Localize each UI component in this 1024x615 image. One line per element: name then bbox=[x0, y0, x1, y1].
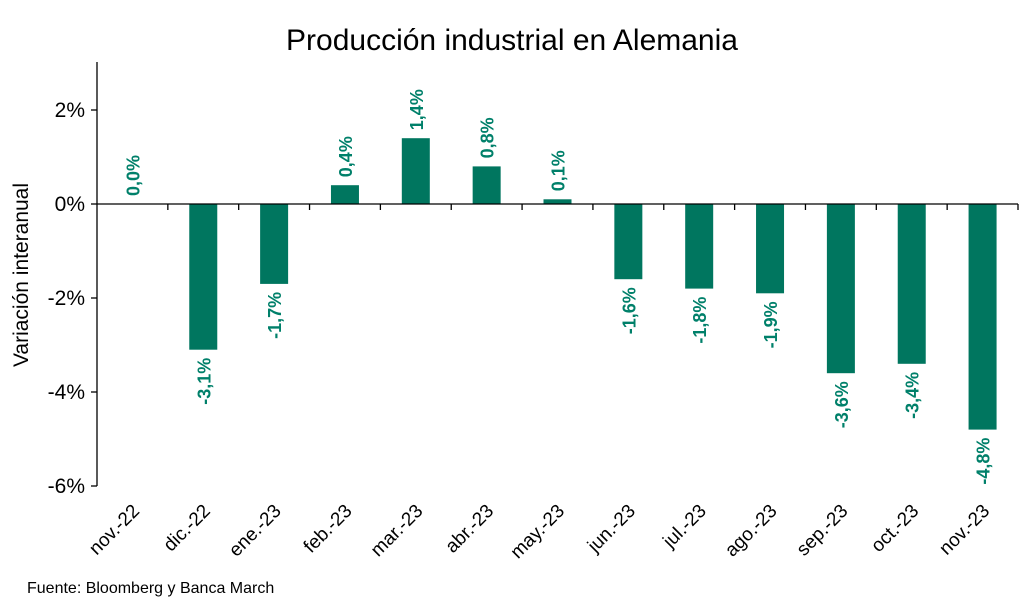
bar-jun.-23 bbox=[614, 204, 643, 280]
x-tick-label: dic.-22 bbox=[160, 501, 215, 556]
data-label: 0,1% bbox=[549, 150, 569, 191]
data-label: -4,8% bbox=[974, 438, 994, 485]
data-label: -1,9% bbox=[761, 301, 781, 348]
bar-may.-23 bbox=[543, 199, 572, 204]
bar-oct.-23 bbox=[897, 204, 926, 364]
data-label: 0,8% bbox=[478, 117, 498, 158]
bar-jul.-23 bbox=[685, 204, 714, 289]
data-label: -3,1% bbox=[194, 358, 214, 405]
bar-nov.-23 bbox=[968, 204, 997, 430]
data-label: 1,4% bbox=[407, 89, 427, 130]
data-label: 0,4% bbox=[336, 136, 356, 177]
bar-ago.-23 bbox=[756, 204, 785, 294]
data-label: 0,0% bbox=[123, 155, 143, 196]
bar-sep.-23 bbox=[826, 204, 855, 374]
data-label: -1,7% bbox=[265, 292, 285, 339]
x-axis: nov.-22 dic.-22 ene.-23 feb.-23 mar.-23 abr.-… bbox=[85, 203, 1019, 563]
data-label: -1,8% bbox=[690, 297, 710, 344]
bar-mar.-23 bbox=[401, 138, 430, 204]
x-tick-label: sep.-23 bbox=[793, 501, 853, 561]
bar-abr.-23 bbox=[472, 166, 501, 204]
bar-feb.-23 bbox=[330, 185, 359, 204]
x-tick-label: abr.-23 bbox=[442, 501, 499, 558]
x-tick-label: nov.-22 bbox=[85, 501, 144, 560]
x-tick-label: oct.-23 bbox=[867, 501, 923, 557]
x-tick-label: jun.-23 bbox=[583, 501, 640, 558]
x-tick-label: nov.-23 bbox=[935, 501, 994, 560]
y-tick-label: -6% bbox=[48, 475, 85, 498]
y-axis: 2% 0% -2% -4% -6% bbox=[48, 62, 98, 498]
x-tick-label: feb.-23 bbox=[300, 501, 357, 558]
data-label: -3,4% bbox=[903, 372, 923, 419]
bar-dic.-22 bbox=[189, 204, 218, 350]
x-tick-label: may.-23 bbox=[507, 501, 569, 563]
y-tick-label: 2% bbox=[55, 99, 85, 122]
bars: 0,0% -3,1% -1,7% 0,4% 1,4% 0,8% 0,1% -1,6% -1,8%… bbox=[123, 89, 997, 485]
y-axis-label: Variación interanual bbox=[10, 183, 33, 367]
y-tick-label: -2% bbox=[48, 287, 85, 310]
x-tick-label: ago.-23 bbox=[721, 501, 781, 561]
data-label: -3,6% bbox=[832, 381, 852, 428]
y-tick-label: 0% bbox=[55, 193, 85, 216]
chart-title: Producción industrial en Alemania bbox=[286, 24, 738, 57]
x-tick-label: ene.-23 bbox=[225, 501, 285, 561]
source-note: Fuente: Bloomberg y Banca March bbox=[27, 580, 274, 597]
x-tick-label: jul.-23 bbox=[659, 501, 711, 553]
y-tick-label: -4% bbox=[48, 381, 85, 404]
x-tick-label: mar.-23 bbox=[367, 501, 427, 561]
bar-ene.-23 bbox=[260, 204, 289, 284]
data-label: -1,6% bbox=[619, 287, 639, 334]
